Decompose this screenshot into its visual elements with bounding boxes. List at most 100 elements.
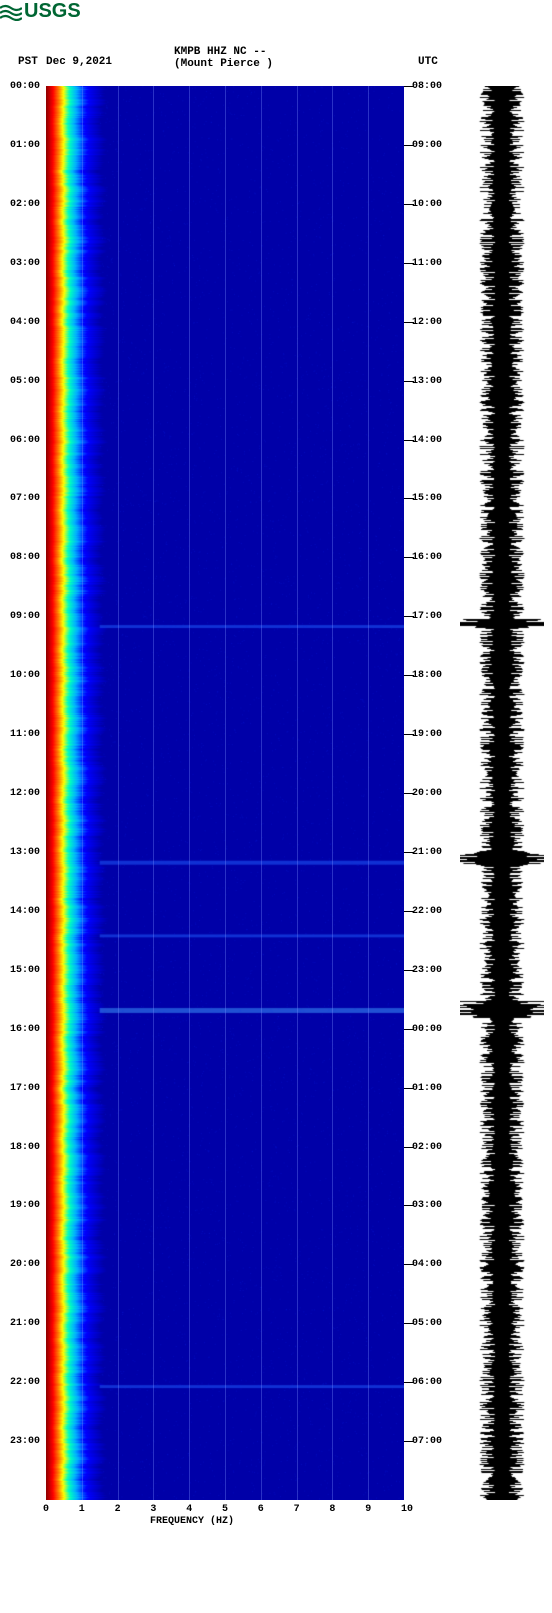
pst-tick-label: 10:00 xyxy=(0,670,40,681)
utc-tick-label: 20:00 xyxy=(412,788,442,799)
pst-tick-label: 23:00 xyxy=(0,1436,40,1447)
y-tick xyxy=(404,734,414,735)
spectrogram-plot xyxy=(46,86,404,1500)
y-tick xyxy=(404,1088,414,1089)
y-tick xyxy=(404,970,414,971)
utc-tick-label: 19:00 xyxy=(412,729,442,740)
y-tick xyxy=(404,498,414,499)
y-tick xyxy=(404,1029,414,1030)
x-tick-label: 10 xyxy=(401,1504,413,1515)
utc-tick-label: 08:00 xyxy=(412,81,442,92)
pst-tick-label: 11:00 xyxy=(0,729,40,740)
pst-tick-label: 06:00 xyxy=(0,435,40,446)
gridline xyxy=(225,86,226,1500)
x-tick-label: 3 xyxy=(150,1504,156,1515)
y-tick xyxy=(404,1323,414,1324)
utc-tick-label: 06:00 xyxy=(412,1377,442,1388)
tz-left: PST xyxy=(18,56,38,68)
utc-tick-label: 18:00 xyxy=(412,670,442,681)
utc-tick-label: 23:00 xyxy=(412,965,442,976)
utc-tick-label: 00:00 xyxy=(412,1024,442,1035)
pst-tick-label: 01:00 xyxy=(0,140,40,151)
utc-tick-label: 04:00 xyxy=(412,1259,442,1270)
y-tick xyxy=(404,1382,414,1383)
utc-tick-label: 14:00 xyxy=(412,435,442,446)
y-tick xyxy=(404,1205,414,1206)
pst-tick-label: 18:00 xyxy=(0,1142,40,1153)
y-tick xyxy=(404,911,414,912)
utc-tick-label: 17:00 xyxy=(412,611,442,622)
gridline xyxy=(332,86,333,1500)
x-tick-label: 9 xyxy=(365,1504,371,1515)
utc-tick-label: 21:00 xyxy=(412,847,442,858)
x-tick-label: 4 xyxy=(186,1504,192,1515)
pst-tick-label: 22:00 xyxy=(0,1377,40,1388)
page: USGS PST Dec 9,2021 KMPB HHZ NC -- (Moun… xyxy=(0,0,552,1613)
pst-tick-label: 17:00 xyxy=(0,1083,40,1094)
x-tick-label: 7 xyxy=(294,1504,300,1515)
utc-tick-label: 11:00 xyxy=(412,258,442,269)
pst-tick-label: 20:00 xyxy=(0,1259,40,1270)
gridline xyxy=(82,86,83,1500)
station: KMPB HHZ NC -- xyxy=(174,46,266,58)
utc-tick-label: 05:00 xyxy=(412,1318,442,1329)
y-tick xyxy=(404,381,414,382)
y-tick xyxy=(404,852,414,853)
x-axis-title: FREQUENCY (HZ) xyxy=(150,1516,234,1527)
pst-tick-label: 02:00 xyxy=(0,199,40,210)
pst-tick-label: 12:00 xyxy=(0,788,40,799)
usgs-logo: USGS xyxy=(0,0,81,23)
y-tick xyxy=(404,204,414,205)
y-tick xyxy=(404,1147,414,1148)
pst-tick-label: 09:00 xyxy=(0,611,40,622)
utc-tick-label: 01:00 xyxy=(412,1083,442,1094)
usgs-waves-icon xyxy=(0,3,22,21)
pst-tick-label: 04:00 xyxy=(0,317,40,328)
y-tick xyxy=(404,1441,414,1442)
pst-tick-label: 16:00 xyxy=(0,1024,40,1035)
utc-tick-label: 09:00 xyxy=(412,140,442,151)
usgs-logo-text: USGS xyxy=(24,0,81,23)
pst-tick-label: 14:00 xyxy=(0,906,40,917)
location: (Mount Pierce ) xyxy=(174,58,273,70)
x-tick-label: 1 xyxy=(79,1504,85,1515)
utc-tick-label: 22:00 xyxy=(412,906,442,917)
utc-tick-label: 03:00 xyxy=(412,1200,442,1211)
pst-tick-label: 21:00 xyxy=(0,1318,40,1329)
y-tick xyxy=(404,145,414,146)
waveform-plot xyxy=(460,86,544,1500)
y-tick xyxy=(404,557,414,558)
x-tick-label: 0 xyxy=(43,1504,49,1515)
pst-tick-label: 00:00 xyxy=(0,81,40,92)
x-tick-label: 8 xyxy=(329,1504,335,1515)
pst-tick-label: 08:00 xyxy=(0,552,40,563)
utc-tick-label: 10:00 xyxy=(412,199,442,210)
x-tick-label: 2 xyxy=(115,1504,121,1515)
x-tick-label: 5 xyxy=(222,1504,228,1515)
y-tick xyxy=(404,1264,414,1265)
y-tick xyxy=(404,616,414,617)
gridline xyxy=(368,86,369,1500)
waveform-canvas xyxy=(460,86,544,1500)
y-tick xyxy=(404,793,414,794)
gridline xyxy=(118,86,119,1500)
y-tick xyxy=(404,440,414,441)
utc-tick-label: 07:00 xyxy=(412,1436,442,1447)
gridline xyxy=(153,86,154,1500)
utc-tick-label: 13:00 xyxy=(412,376,442,387)
utc-tick-label: 16:00 xyxy=(412,552,442,563)
pst-tick-label: 05:00 xyxy=(0,376,40,387)
y-tick xyxy=(404,675,414,676)
utc-tick-label: 02:00 xyxy=(412,1142,442,1153)
date: Dec 9,2021 xyxy=(46,56,112,68)
x-tick-label: 6 xyxy=(258,1504,264,1515)
pst-tick-label: 13:00 xyxy=(0,847,40,858)
y-tick xyxy=(404,263,414,264)
pst-tick-label: 07:00 xyxy=(0,493,40,504)
utc-tick-label: 15:00 xyxy=(412,493,442,504)
tz-right: UTC xyxy=(418,56,438,68)
y-tick xyxy=(404,322,414,323)
utc-tick-label: 12:00 xyxy=(412,317,442,328)
gridline xyxy=(297,86,298,1500)
y-tick xyxy=(404,86,414,87)
